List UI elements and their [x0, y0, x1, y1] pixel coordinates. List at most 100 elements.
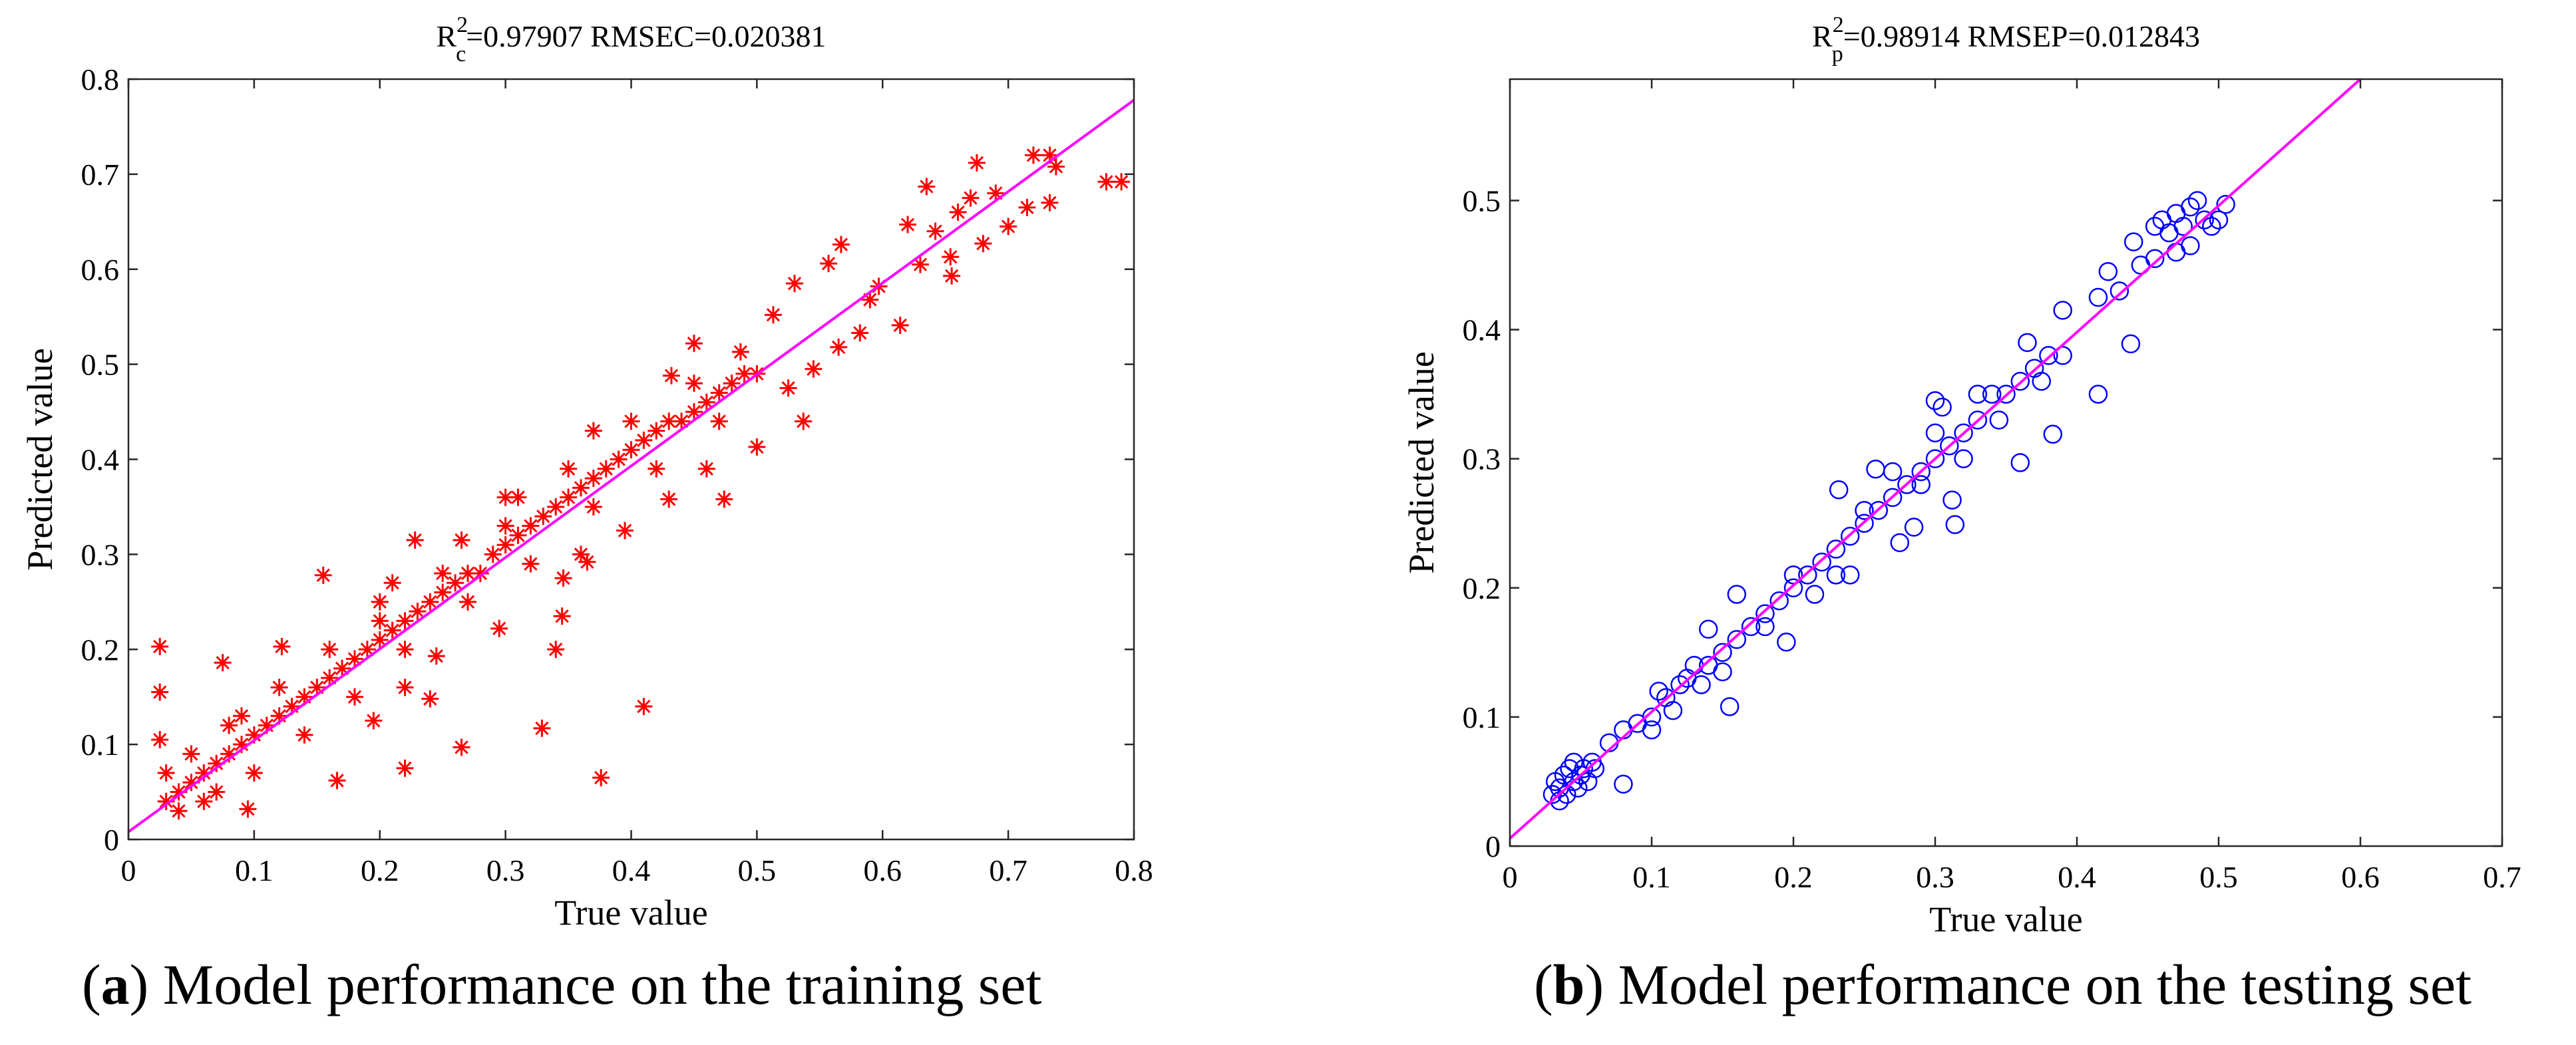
data-point-asterisk [383, 574, 401, 592]
data-point-asterisk [490, 619, 508, 637]
asterisk-stroke [297, 690, 311, 704]
title-base: R [1812, 19, 1833, 53]
data-point-circle [1840, 526, 1860, 546]
y-tick-label: 0.1 [1463, 700, 1501, 734]
x-tick-label: 0.4 [612, 853, 651, 887]
asterisk-stroke [153, 732, 167, 747]
asterisk-stroke [498, 490, 512, 504]
asterisk-stroke [976, 237, 990, 251]
asterisk-stroke [159, 794, 173, 809]
caption-a: (a) Model performance on the training se… [82, 953, 1042, 1016]
data-point-asterisk [832, 235, 850, 253]
asterisk-stroke [1026, 148, 1041, 162]
data-point-asterisk [592, 769, 610, 787]
y-tick-label: 0.6 [81, 253, 120, 287]
asterisk-stroke [498, 519, 512, 533]
asterisk-stroke [436, 566, 450, 581]
asterisk-stroke [1020, 200, 1034, 215]
data-point-asterisk [1047, 158, 1065, 176]
asterisk-stroke [920, 180, 934, 194]
y-tick-label: 0.4 [1463, 313, 1501, 347]
asterisk-stroke [662, 492, 676, 506]
data-point-asterisk [371, 631, 389, 649]
asterisk-stroke [486, 547, 500, 561]
data-point-asterisk [715, 490, 733, 508]
data-point-asterisk [1097, 173, 1115, 191]
data-point-asterisk [151, 730, 169, 748]
data-point-asterisk [321, 641, 339, 659]
data-point-asterisk [697, 460, 715, 478]
asterisk-stroke [373, 614, 387, 628]
data-point-circle [1720, 697, 1740, 716]
data-point-asterisk [584, 422, 602, 440]
data-point-circle [1954, 449, 1973, 468]
data-point-circle [2110, 281, 2129, 301]
data-point-circle [1642, 707, 1662, 727]
x-tick-label: 0.5 [2199, 860, 2238, 894]
data-point-circle [1855, 501, 1874, 520]
data-point-asterisk [270, 678, 288, 696]
data-point-asterisk [434, 583, 452, 601]
data-point-asterisk [453, 531, 470, 549]
data-point-circle [2216, 195, 2235, 214]
asterisk-stroke [725, 376, 739, 390]
data-point-circle [2195, 210, 2214, 229]
data-point-circle [1614, 774, 1633, 794]
data-point-circle [1755, 617, 1775, 637]
data-point-asterisk [1041, 194, 1059, 212]
data-point-asterisk [851, 324, 869, 342]
asterisk-stroke [297, 728, 311, 742]
asterisk-stroke [524, 519, 538, 533]
asterisk-stroke [197, 766, 211, 780]
asterisk-stroke [687, 337, 701, 351]
data-point-asterisk [710, 412, 728, 430]
asterisk-stroke [398, 643, 412, 657]
asterisk-stroke [664, 369, 679, 382]
data-point-asterisk [560, 460, 578, 478]
data-point-asterisk [685, 403, 703, 421]
asterisk-stroke [455, 740, 468, 754]
asterisk-stroke [247, 766, 262, 780]
data-point-asterisk [345, 650, 363, 668]
data-point-asterisk [547, 641, 565, 659]
asterisk-stroke [272, 680, 286, 694]
data-point-asterisk [578, 553, 596, 571]
data-point-asterisk [239, 800, 257, 818]
data-point-asterisk [509, 526, 527, 544]
asterisk-stroke [310, 680, 324, 694]
y-tick-label: 0.4 [81, 443, 120, 477]
data-point-circle [1904, 518, 1924, 537]
data-point-asterisk [805, 360, 823, 378]
data-point-asterisk [723, 374, 741, 392]
asterisk-stroke [574, 547, 588, 561]
data-point-asterisk [383, 621, 401, 639]
asterisk-stroke [172, 785, 186, 799]
asterisk-stroke [536, 510, 550, 523]
data-point-asterisk [616, 522, 634, 539]
asterisk-stroke [153, 639, 167, 654]
asterisk-stroke [831, 340, 846, 355]
data-point-circle [1769, 591, 1789, 611]
data-point-asterisk [572, 479, 590, 497]
x-tick-label: 0.6 [2341, 860, 2380, 894]
y-tick-label: 0 [104, 823, 119, 857]
data-point-asterisk [584, 498, 602, 516]
data-point-circle [2088, 287, 2108, 307]
data-point-asterisk [731, 343, 749, 361]
asterisk-stroke [928, 224, 942, 238]
data-point-asterisk [406, 531, 424, 549]
data-point-circle [1940, 436, 1959, 456]
data-point-circle [1932, 397, 1952, 417]
training-scatter-chart: R2 c=0.97907 RMSEC=0.020381 0 0.1 0.2 0.3 0.4 0… [20, 13, 1153, 933]
asterisk-stroke [347, 690, 362, 704]
x-tick-label: 0.8 [1115, 853, 1153, 887]
data-point-asterisk [534, 508, 552, 525]
plot-area [128, 98, 1134, 833]
asterisk-stroke [184, 776, 198, 790]
data-point-asterisk [396, 612, 414, 630]
asterisk-stroke [1099, 175, 1113, 189]
asterisk-stroke [323, 643, 337, 657]
data-point-circle [2053, 301, 2072, 320]
data-point-circle [1996, 384, 2016, 404]
data-point-circle [1883, 462, 1903, 482]
